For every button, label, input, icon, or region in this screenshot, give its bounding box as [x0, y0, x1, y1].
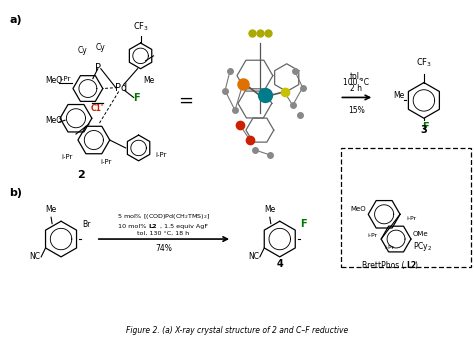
Text: L2: L2 — [148, 224, 157, 229]
Text: Pd: Pd — [115, 82, 127, 93]
Text: Me: Me — [144, 76, 155, 85]
Text: =: = — [178, 92, 193, 109]
Text: C1': C1' — [91, 104, 104, 113]
Text: i-Pr: i-Pr — [406, 216, 416, 221]
Text: 2 h: 2 h — [350, 84, 362, 94]
Text: Cy: Cy — [78, 46, 88, 55]
Text: L2: L2 — [406, 261, 416, 270]
Text: tol, 130 °C, 18 h: tol, 130 °C, 18 h — [137, 231, 190, 236]
Text: 10 mol%: 10 mol% — [118, 224, 148, 229]
Text: 15%: 15% — [348, 106, 365, 115]
Text: PCy$_2$: PCy$_2$ — [413, 240, 432, 254]
Text: Cy: Cy — [96, 43, 106, 53]
Text: CF$_3$: CF$_3$ — [416, 56, 432, 69]
Text: 2: 2 — [77, 170, 85, 180]
Text: i-Pr: i-Pr — [155, 152, 167, 158]
Text: 4: 4 — [276, 259, 283, 269]
Text: Me: Me — [46, 205, 57, 214]
Text: F: F — [423, 122, 429, 132]
Text: tol,: tol, — [350, 72, 363, 81]
Text: Figure 2. (a) X-ray crystal structure of 2 and C–F reductive: Figure 2. (a) X-ray crystal structure of… — [126, 326, 348, 335]
Text: 5 mol% [(COD)Pd(CH$_2$TMS)$_2$]: 5 mol% [(COD)Pd(CH$_2$TMS)$_2$] — [117, 212, 210, 221]
Text: b): b) — [9, 187, 22, 198]
Text: Me: Me — [264, 205, 275, 214]
Text: CF$_3$: CF$_3$ — [133, 21, 149, 33]
Text: MeO: MeO — [351, 206, 366, 212]
Text: MeO: MeO — [45, 76, 62, 85]
Text: ): ) — [414, 261, 417, 270]
Bar — [341, 148, 471, 267]
Text: NC: NC — [248, 252, 259, 261]
Text: i-Pr: i-Pr — [101, 159, 112, 165]
Text: P: P — [95, 63, 101, 73]
Text: OMe: OMe — [413, 231, 428, 237]
Text: 74%: 74% — [155, 244, 172, 253]
Text: F: F — [134, 94, 140, 103]
Text: MeO: MeO — [45, 116, 62, 125]
Text: i-Pr: i-Pr — [367, 233, 377, 238]
Text: a): a) — [9, 15, 22, 25]
Text: Me: Me — [393, 91, 404, 100]
Text: Br: Br — [82, 220, 90, 229]
Text: , 1.5 equiv AgF: , 1.5 equiv AgF — [161, 224, 209, 229]
Text: i-Pr: i-Pr — [60, 76, 71, 82]
Text: NC: NC — [29, 252, 40, 261]
Text: i-Pr: i-Pr — [62, 154, 73, 160]
Text: F: F — [300, 219, 306, 229]
Text: i-Pr: i-Pr — [384, 245, 394, 250]
Text: 100 °C: 100 °C — [343, 78, 369, 86]
Text: 3: 3 — [420, 125, 427, 135]
Text: BrettPhos (: BrettPhos ( — [362, 261, 406, 270]
